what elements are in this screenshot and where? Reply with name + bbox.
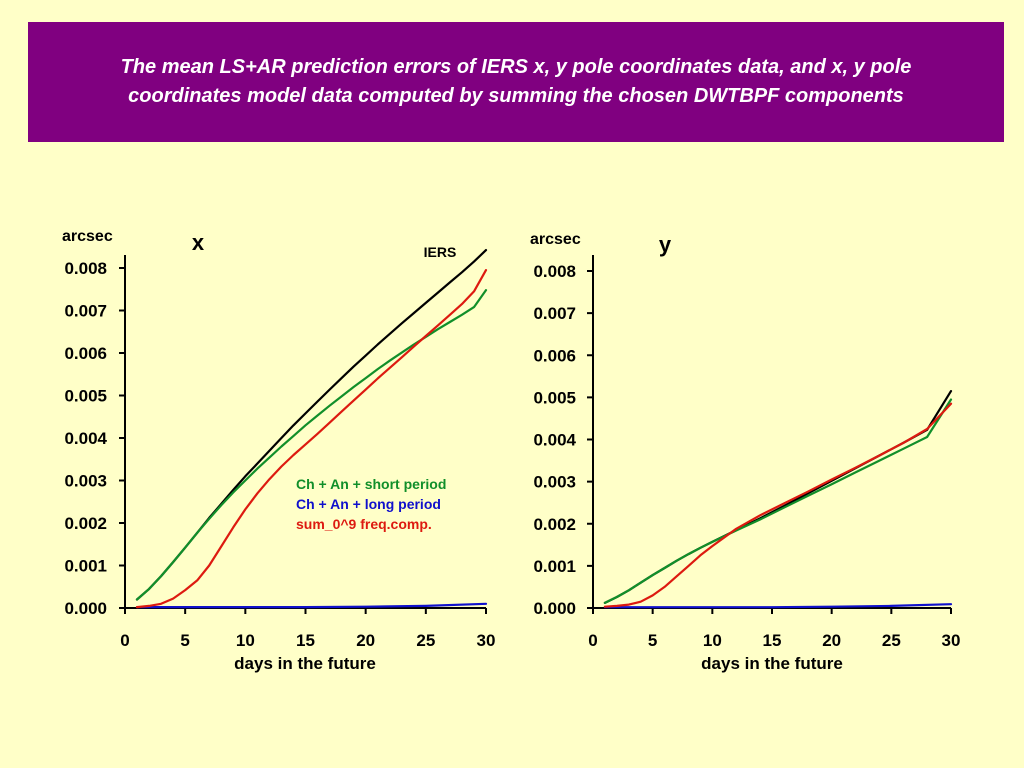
y-tick-label: 0.004 [533, 431, 576, 450]
x-tick-label: 20 [356, 631, 375, 650]
y-tick-label: 0.005 [64, 387, 107, 406]
series-line [603, 603, 953, 609]
series-label: Ch + An + long period [296, 496, 441, 512]
y-tick-label: 0.004 [64, 429, 107, 448]
panel-label: y [659, 232, 672, 257]
x-tick-label: 10 [703, 631, 722, 650]
x-tick-label: 5 [648, 631, 657, 650]
series-line [135, 249, 488, 601]
series-line [603, 402, 953, 608]
x-tick-label: 25 [416, 631, 435, 650]
y-tick-label: 0.000 [64, 599, 107, 618]
y-tick-label: 0.005 [533, 388, 576, 407]
x-tick-label: 15 [296, 631, 315, 650]
y-tick-label: 0.001 [64, 557, 107, 576]
y-tick-label: 0.008 [533, 262, 576, 281]
y-tick-label: 0.000 [533, 599, 576, 618]
y-tick-label: 0.006 [64, 344, 107, 363]
title-line-2: coordinates model data computed by summi… [128, 85, 904, 107]
y-tick-label: 0.002 [533, 515, 576, 534]
y-tick-label: 0.007 [533, 304, 576, 323]
y-axis-unit-label: arcsec [530, 231, 581, 248]
series-line [603, 390, 953, 605]
y-tick-label: 0.006 [533, 346, 576, 365]
series-line [603, 398, 953, 605]
x-tick-label: 10 [236, 631, 255, 650]
series-label: sum_0^9 freq.comp. [296, 516, 432, 532]
series-line [135, 289, 488, 601]
title-banner: The mean LS+AR prediction errors of IERS… [28, 22, 1004, 142]
x-tick-label: 25 [882, 631, 901, 650]
title-line-1: The mean LS+AR prediction errors of IERS… [120, 56, 912, 78]
x-tick-label: 5 [180, 631, 189, 650]
y-axis-unit-label: arcsec [62, 228, 113, 245]
y-tick-label: 0.008 [64, 259, 107, 278]
panel-label: x [192, 230, 205, 255]
y-tick-label: 0.002 [64, 514, 107, 533]
y-tick-label: 0.007 [64, 302, 107, 321]
series-label: Ch + An + short period [296, 476, 446, 492]
y-tick-label: 0.003 [533, 473, 576, 492]
x-axis-title: days in the future [234, 654, 376, 673]
x-tick-label: 15 [763, 631, 782, 650]
series-label-iers: IERS [424, 244, 457, 260]
series-line [135, 269, 488, 609]
x-tick-label: 0 [588, 631, 597, 650]
y-tick-label: 0.003 [64, 472, 107, 491]
y-tick-label: 0.001 [533, 557, 576, 576]
x-axis-title: days in the future [701, 654, 843, 673]
x-tick-label: 20 [822, 631, 841, 650]
series-line [135, 602, 488, 609]
x-tick-label: 30 [477, 631, 496, 650]
x-tick-label: 0 [120, 631, 129, 650]
x-tick-label: 30 [942, 631, 961, 650]
